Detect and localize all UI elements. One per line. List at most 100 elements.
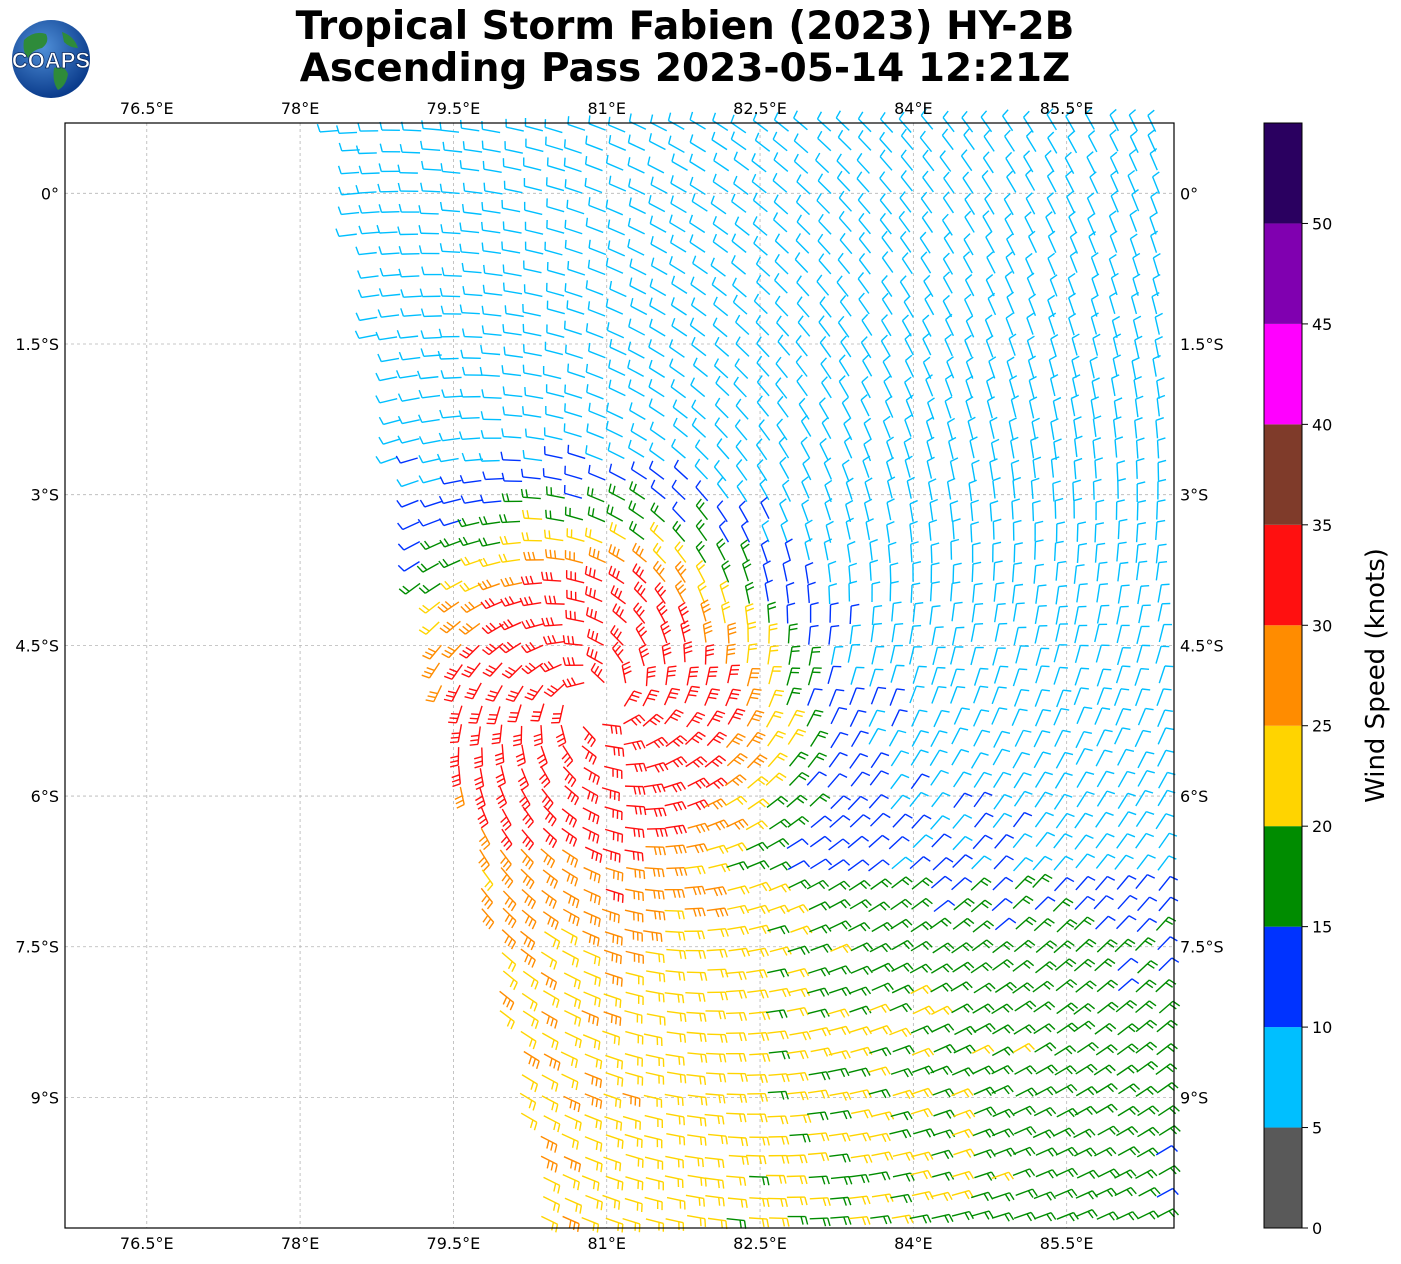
wind-barb (524, 428, 545, 441)
wind-barb (417, 518, 441, 527)
wind-barb (1116, 833, 1136, 849)
wind-barb (1117, 1105, 1140, 1117)
wind-barb (621, 661, 632, 684)
wind-barb (733, 175, 749, 195)
wind-barb (931, 685, 947, 704)
wind-barb (398, 268, 420, 278)
wind-barb (1045, 211, 1055, 234)
wind-barb (1010, 395, 1020, 418)
wind-barb (973, 1022, 996, 1033)
wind-barb (777, 334, 791, 356)
wind-barb (670, 175, 687, 193)
wind-barb (786, 1196, 808, 1206)
wind-barb (829, 602, 839, 623)
wind-barb (1134, 395, 1144, 418)
wind-barb (704, 798, 727, 810)
wind-barb (673, 459, 689, 480)
wind-barb (520, 848, 534, 870)
wind-barb (623, 690, 642, 707)
wind-barb (727, 904, 750, 915)
wind-barb (627, 439, 645, 458)
wind-barb (499, 1010, 515, 1030)
wind-barb (540, 951, 558, 970)
wind-barb (931, 1171, 955, 1181)
wind-barb (981, 170, 993, 193)
wind-barb (850, 730, 869, 748)
wind-barb (796, 374, 808, 397)
wind-barb (828, 899, 851, 909)
wind-barb (674, 580, 687, 603)
wind-barb (584, 586, 603, 603)
wind-barb (502, 264, 522, 277)
wind-barb (815, 152, 830, 174)
wind-barb (747, 989, 769, 999)
wind-barb (1093, 1064, 1116, 1076)
wind-barb (1047, 230, 1057, 253)
wind-barb (756, 274, 771, 296)
wind-barb (727, 925, 750, 936)
wind-barb (1091, 377, 1100, 400)
wind-barb (645, 1176, 664, 1191)
wind-barb (582, 726, 596, 748)
wind-barb (1012, 519, 1022, 541)
wind-barb (1135, 810, 1155, 828)
wind-barb (564, 179, 583, 194)
wind-barb (542, 634, 565, 645)
wind-barb (748, 1217, 770, 1228)
wind-barb (584, 1093, 603, 1109)
wind-barb (478, 849, 490, 872)
wind-barb (796, 174, 811, 195)
wind-barb (939, 150, 952, 172)
wind-barb (1135, 979, 1157, 993)
wind-barb (965, 315, 975, 338)
wind-barb (520, 1112, 538, 1131)
wind-barb (581, 1010, 599, 1027)
wind-barb (584, 1156, 603, 1173)
wind-barb (1134, 729, 1152, 748)
wind-barb (1014, 729, 1032, 747)
wind-barb (438, 432, 461, 442)
wind-barb (562, 1174, 580, 1191)
wind-barb (726, 1011, 748, 1021)
wind-barb (1067, 272, 1076, 296)
wind-barb (522, 970, 539, 990)
wind-barb (1117, 957, 1139, 972)
wind-barb (625, 1153, 644, 1168)
wind-barb (973, 667, 989, 686)
wind-barb (949, 500, 959, 522)
wind-barb (1069, 250, 1078, 273)
lat-tick-label-left: 7.5°S (15, 938, 59, 957)
wind-barb (687, 777, 710, 789)
wind-barb (666, 1031, 687, 1043)
wind-barb (942, 110, 955, 133)
wind-barb (984, 192, 995, 215)
wind-barb (439, 201, 460, 213)
wind-barb (1025, 129, 1037, 153)
wind-barb (786, 838, 809, 850)
wind-barb (692, 357, 708, 378)
wind-barb (605, 888, 624, 903)
wind-barb (738, 500, 749, 523)
wind-barb (901, 314, 912, 337)
wind-barb (747, 1113, 768, 1123)
wind-barb (807, 1111, 829, 1121)
wind-barb (993, 855, 1014, 870)
wind-barb (581, 1216, 600, 1233)
wind-barb (629, 277, 647, 295)
wind-barb (1050, 456, 1060, 478)
wind-barb (869, 1046, 892, 1057)
wind-barb (1092, 478, 1102, 500)
wind-barb (1137, 584, 1150, 605)
wind-barb (863, 438, 872, 462)
wind-barb (1034, 520, 1044, 542)
wind-barb (773, 152, 789, 172)
wind-barb (398, 351, 421, 361)
wind-barb (974, 1171, 997, 1181)
wind-barb (437, 600, 460, 613)
wind-barb (648, 359, 666, 378)
wind-barb (773, 194, 789, 215)
wind-barb (862, 354, 873, 377)
wind-barb (520, 868, 535, 890)
wind-barb (768, 883, 792, 893)
wind-barb (483, 264, 503, 277)
